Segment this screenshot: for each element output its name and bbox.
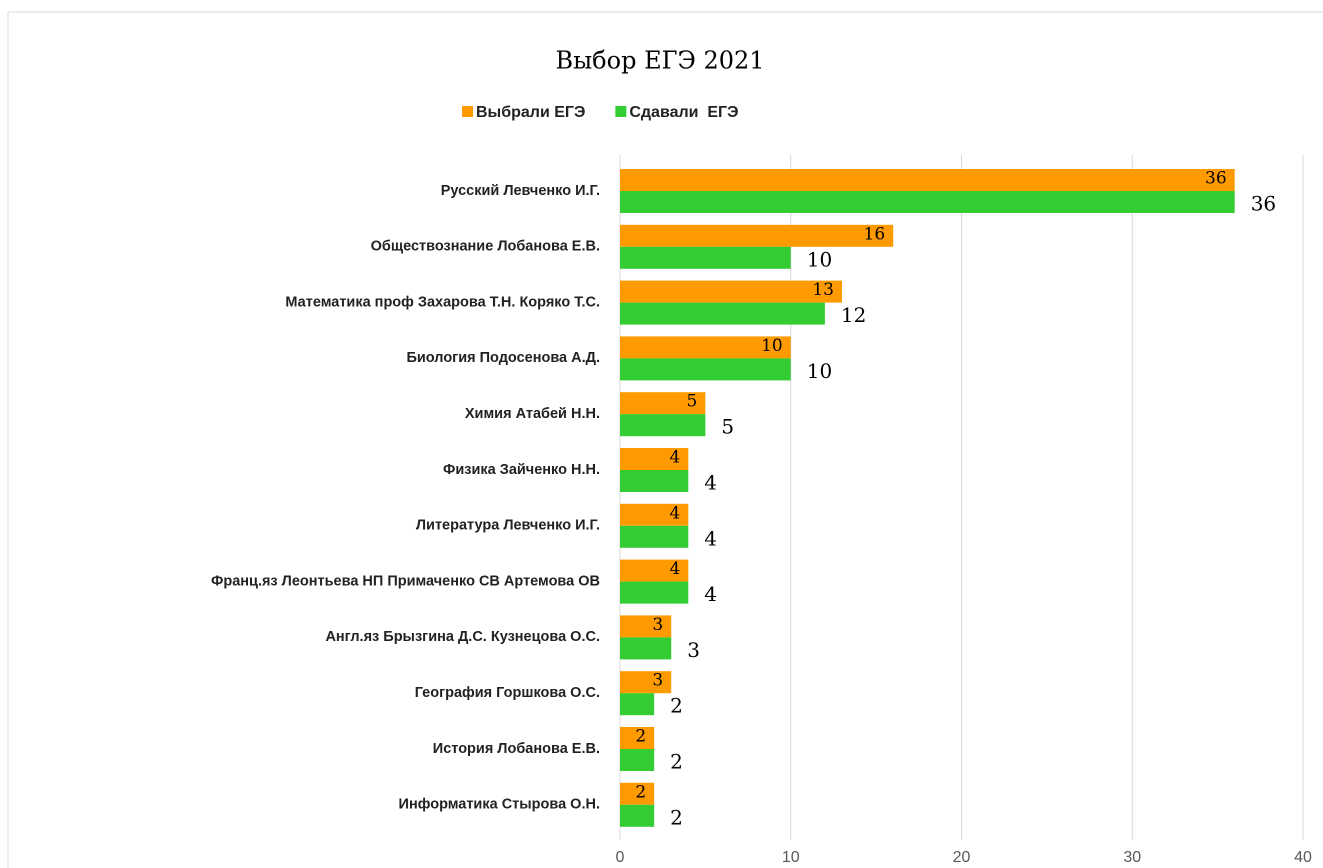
bar bbox=[620, 414, 706, 437]
data-label: 4 bbox=[704, 471, 717, 495]
bar bbox=[620, 525, 689, 548]
bar bbox=[620, 224, 894, 247]
data-label: 4 bbox=[669, 503, 680, 523]
data-label: 2 bbox=[670, 750, 683, 774]
legend-swatch bbox=[462, 106, 473, 117]
bar bbox=[620, 470, 689, 492]
data-label: 5 bbox=[687, 392, 698, 412]
data-label: 16 bbox=[864, 224, 886, 244]
data-label: 2 bbox=[635, 782, 646, 802]
y-tick-label: История Лобанова Е.В. bbox=[433, 741, 600, 757]
bar bbox=[620, 637, 672, 660]
legend-label: Сдавали ЕГЭ bbox=[629, 104, 738, 121]
data-label: 4 bbox=[669, 448, 680, 468]
bar bbox=[620, 169, 1235, 191]
bar bbox=[620, 559, 689, 582]
y-tick-label: Франц.яз Леонтьева НП Примаченко СВ Арте… bbox=[211, 573, 600, 589]
data-label: 3 bbox=[652, 615, 663, 635]
bar bbox=[620, 392, 706, 415]
y-tick-label: Информатика Стырова О.Н. bbox=[399, 797, 600, 813]
data-label: 3 bbox=[652, 671, 663, 691]
bar bbox=[620, 581, 689, 604]
x-tick-label: 30 bbox=[1123, 849, 1141, 866]
data-label: 10 bbox=[807, 359, 832, 383]
bar bbox=[620, 336, 791, 359]
x-tick-label: 10 bbox=[782, 849, 800, 866]
y-tick-label: Математика проф Захарова Т.Н. Коряко Т.С… bbox=[285, 294, 600, 310]
bar bbox=[620, 749, 655, 771]
data-label: 4 bbox=[669, 559, 680, 579]
bar bbox=[620, 693, 655, 716]
y-tick-label: Обществознание Лобанова Е.В. bbox=[371, 239, 600, 255]
data-label: 2 bbox=[670, 694, 683, 718]
data-label: 4 bbox=[704, 526, 717, 550]
data-label: 36 bbox=[1205, 169, 1227, 189]
bar bbox=[620, 246, 791, 269]
bar bbox=[620, 727, 655, 749]
bar bbox=[620, 280, 842, 303]
bar bbox=[620, 358, 791, 381]
data-label: 2 bbox=[670, 805, 683, 829]
legend-label: Выбрали ЕГЭ bbox=[476, 104, 585, 121]
data-label: 36 bbox=[1251, 192, 1276, 216]
y-tick-label: Литература Левченко И.Г. bbox=[416, 518, 600, 534]
bar bbox=[620, 671, 672, 694]
data-label: 10 bbox=[761, 336, 783, 356]
bar bbox=[620, 448, 689, 470]
data-label: 10 bbox=[807, 247, 832, 271]
data-label: 4 bbox=[704, 582, 717, 606]
y-tick-label: География Горшкова О.С. bbox=[415, 685, 600, 701]
data-label: 3 bbox=[687, 638, 700, 662]
data-label: 12 bbox=[841, 303, 866, 327]
bar bbox=[620, 615, 672, 638]
data-label: 5 bbox=[721, 415, 734, 439]
chart-title: Выбор ЕГЭ 2021 bbox=[555, 47, 764, 75]
y-tick-label: Англ.яз Брызгина Д.С. Кузнецова О.С. bbox=[325, 629, 600, 645]
y-tick-label: Физика Зайченко Н.Н. bbox=[443, 462, 600, 478]
bar bbox=[620, 782, 655, 805]
y-tick-label: Химия Атабей Н.Н. bbox=[465, 406, 600, 422]
bar bbox=[620, 804, 655, 827]
data-label: 13 bbox=[812, 280, 834, 300]
y-tick-label: Биология Подосенова А.Д. bbox=[406, 350, 600, 366]
bar bbox=[620, 503, 689, 526]
y-tick-label: Русский Левченко И.Г. bbox=[441, 183, 600, 199]
x-tick-label: 40 bbox=[1294, 849, 1312, 866]
bar bbox=[620, 302, 825, 325]
data-label: 2 bbox=[635, 727, 646, 747]
legend-swatch bbox=[615, 106, 627, 117]
chart-border bbox=[7, 11, 1323, 868]
bar bbox=[620, 191, 1235, 213]
x-tick-label: 20 bbox=[953, 849, 971, 866]
x-tick-label: 0 bbox=[616, 849, 625, 866]
